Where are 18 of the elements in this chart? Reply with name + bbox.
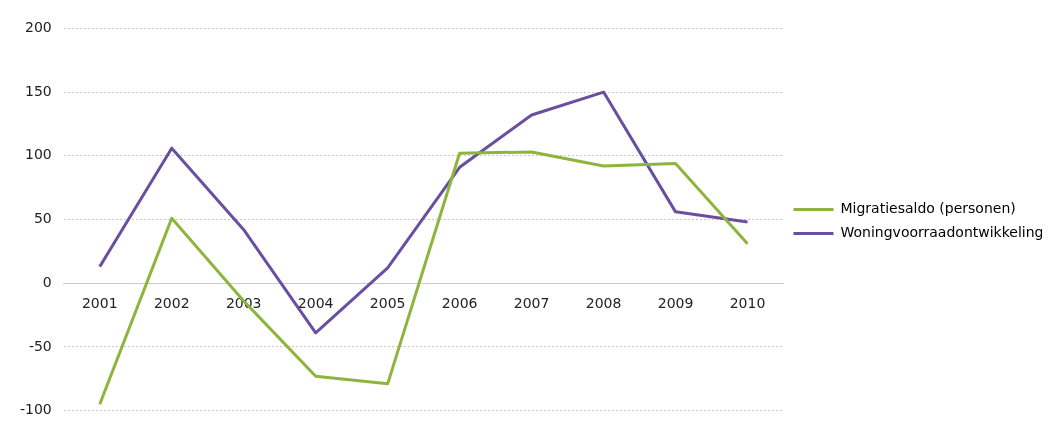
x-tick-label: 2008 [585, 295, 622, 312]
legend-label: Woningvoorraadontwikkeling [840, 224, 1044, 241]
y-tick-label: 200 [25, 19, 52, 36]
x-tick-label: 2007 [513, 295, 550, 312]
x-tick-label: 2006 [441, 295, 478, 312]
x-tick-label: 2001 [81, 295, 118, 312]
y-tick-label: -100 [19, 401, 52, 418]
y-tick-label: 150 [25, 82, 52, 99]
y-tick-label: -50 [28, 337, 52, 354]
x-tick-label: 2010 [729, 295, 766, 312]
x-tick-label: 2004 [297, 295, 334, 312]
x-tick-label: 2005 [369, 295, 406, 312]
x-tick-label: 2002 [153, 295, 190, 312]
x-tick-label: 2009 [657, 295, 694, 312]
legend-label: Migratiesaldo (personen) [840, 200, 1016, 217]
y-tick-label: 50 [33, 210, 52, 227]
y-tick-label: 100 [25, 146, 52, 163]
y-tick-label: 0 [42, 273, 52, 290]
